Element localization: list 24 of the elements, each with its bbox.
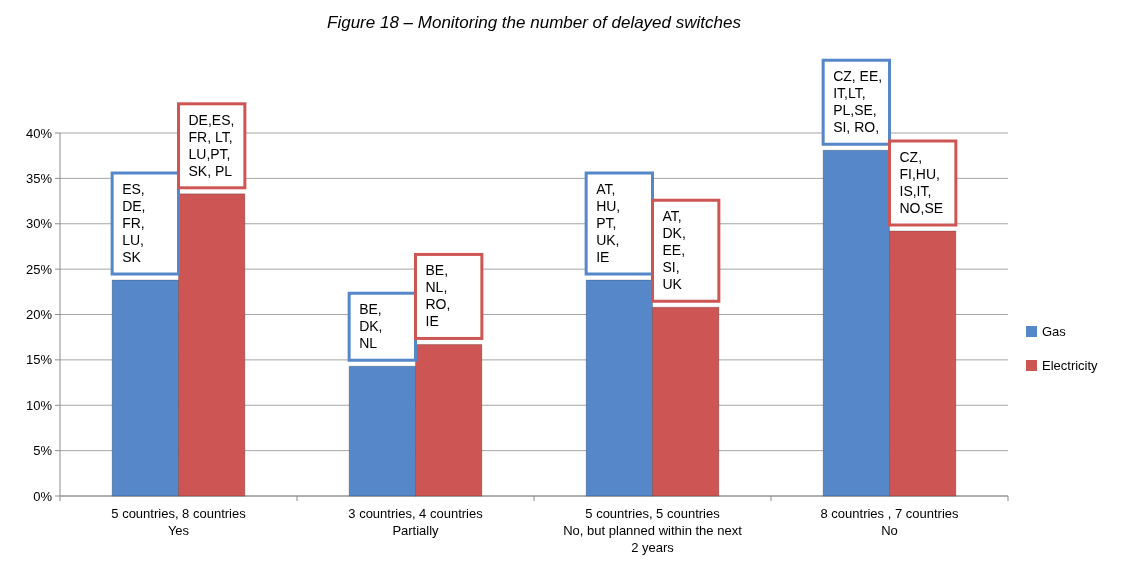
- chart-title: Figure 18 – Monitoring the number of delayed switches: [327, 13, 742, 32]
- y-tick-label: 40%: [25, 125, 53, 141]
- y-tick-label: 0%: [33, 488, 53, 504]
- y-tick-label: 20%: [25, 307, 53, 323]
- y-tick-label: 35%: [25, 170, 53, 186]
- y-tick-label: 30%: [25, 216, 53, 232]
- x-tick-label: 5 countries, 8 countries Yes: [111, 506, 247, 538]
- annotation: AT, HU, PT, UK, IE: [596, 181, 621, 266]
- annotation: BE, NL, RO, IE: [425, 262, 451, 330]
- x-tick-label: 3 countries, 4 countries Partially: [348, 506, 484, 538]
- y-tick-label: 25%: [25, 261, 53, 277]
- y-tick-label: 15%: [25, 352, 53, 368]
- y-tick-label: 5%: [33, 443, 53, 459]
- annotation: CZ, EE, IT,LT, PL,SE, SI, RO,: [833, 68, 883, 136]
- x-tick-label: 5 countries, 5 countries No, but planned within the next 2 years: [563, 506, 743, 555]
- legend-label: Electricity: [1042, 358, 1099, 373]
- annotation: DE,ES, FR, LT, LU,PT, SK, PL: [188, 111, 235, 179]
- annotation: CZ, FI,HU, IS,IT, NO,SE: [899, 149, 944, 217]
- x-tick-label: 8 countries , 7 countries No: [820, 506, 959, 538]
- annotation: BE, DK, NL: [359, 301, 383, 352]
- legend-label: Gas: [1042, 324, 1067, 339]
- annotation: ES, DE, FR, LU, SK: [122, 181, 146, 266]
- annotation: AT, DK, EE, SI, UK: [662, 208, 686, 293]
- y-tick-label: 10%: [25, 397, 53, 413]
